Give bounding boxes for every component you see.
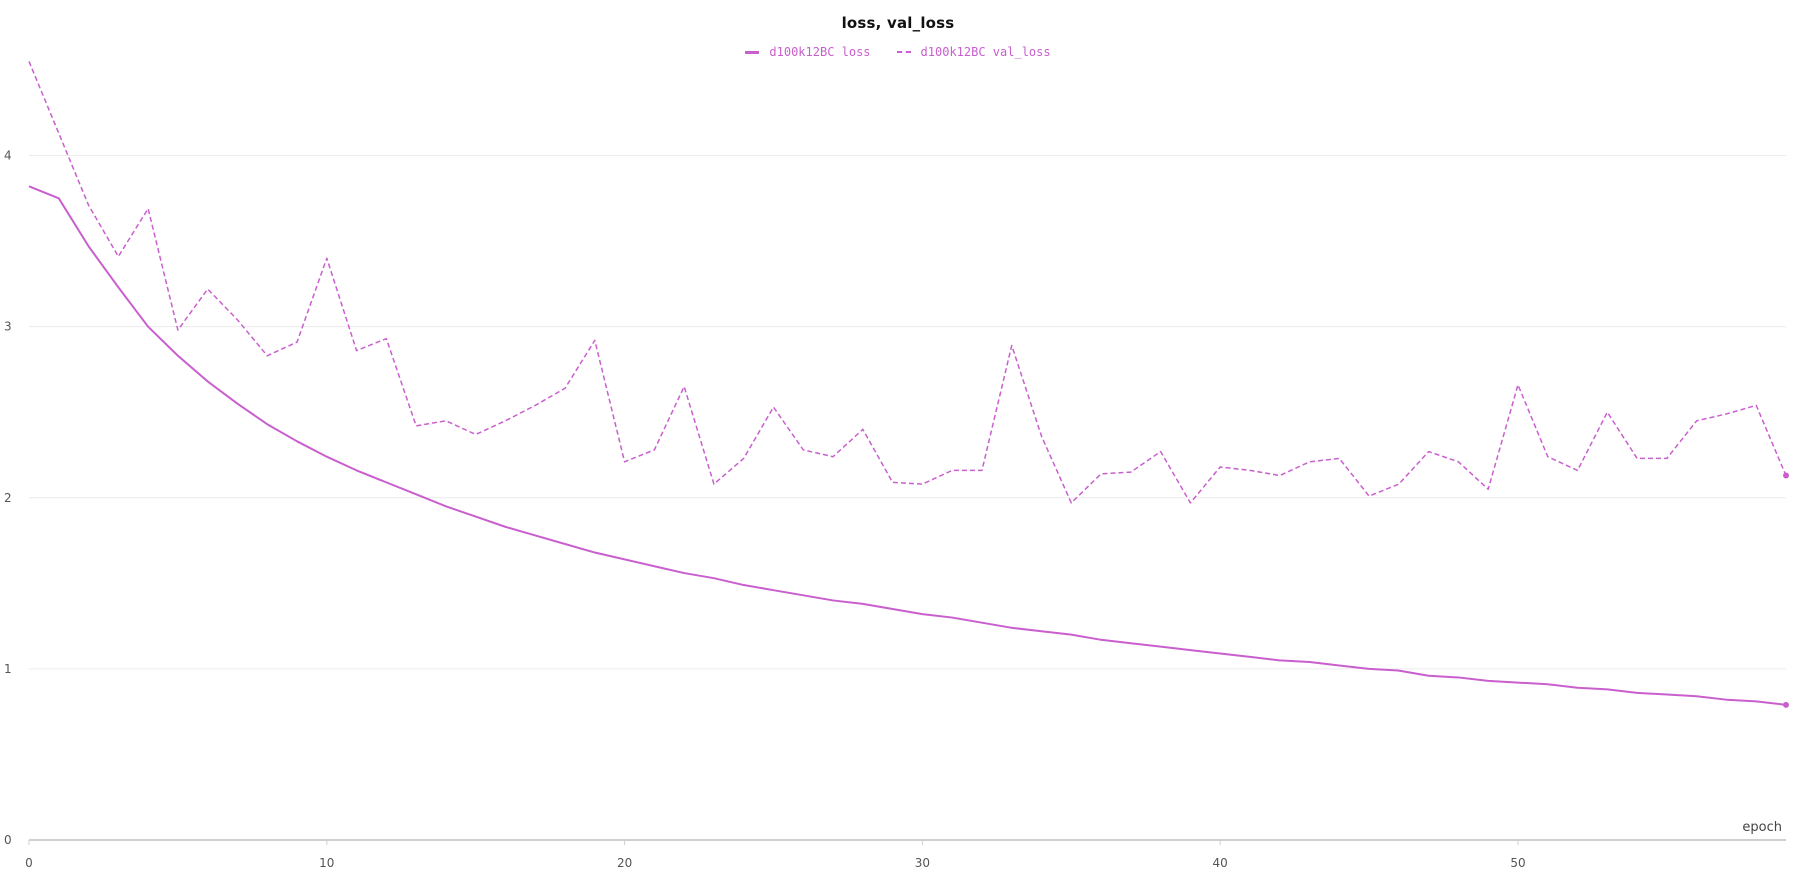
y-tick-label-2: 2	[4, 491, 12, 505]
y-tick-label-4: 4	[4, 149, 12, 163]
series-line-0	[28, 185, 1787, 706]
legend: d100k12BC loss d100k12BC val_loss	[0, 45, 1796, 59]
legend-swatch-dashed	[896, 51, 911, 53]
x-tick-label-0: 0	[25, 856, 33, 870]
legend-item-loss[interactable]: d100k12BC loss	[745, 45, 871, 59]
series-end-marker-0	[1783, 701, 1789, 708]
x-axis-title: epoch	[1742, 820, 1782, 835]
y-tick-label-1: 1	[4, 662, 12, 676]
x-tick-label-40: 40	[1213, 856, 1228, 870]
chart-title: loss, val_loss	[841, 14, 955, 32]
x-tick-label-50: 50	[1510, 856, 1525, 870]
legend-label-val-loss: d100k12BC val_loss	[920, 45, 1051, 59]
legend-swatch-solid	[745, 50, 760, 54]
x-tick-label-30: 30	[915, 856, 930, 870]
legend-label-loss: d100k12BC loss	[769, 45, 871, 59]
y-tick-label-0: 0	[4, 833, 12, 847]
series-end-marker-1	[1783, 472, 1789, 479]
y-tick-label-3: 3	[4, 320, 12, 334]
legend-item-val-loss[interactable]: d100k12BC val_loss	[896, 45, 1051, 59]
series-line-1	[28, 61, 1787, 504]
x-tick-label-20: 20	[617, 856, 632, 870]
x-tick-label-10: 10	[319, 856, 334, 870]
